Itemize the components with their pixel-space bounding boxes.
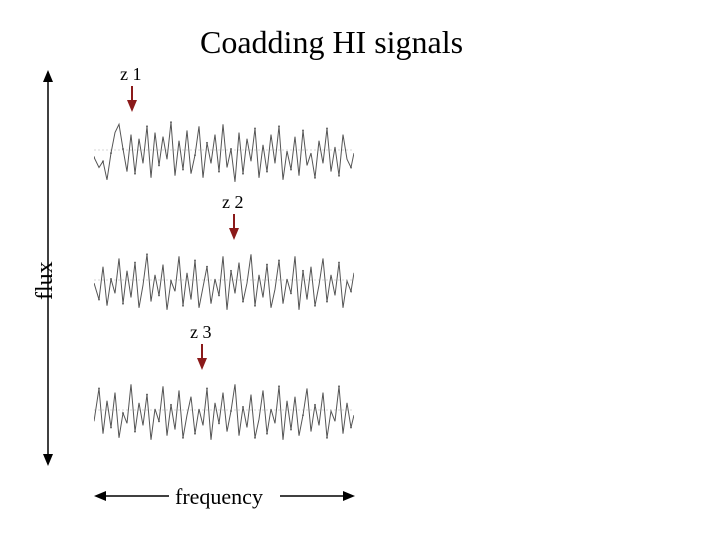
z2-label: z 2: [222, 192, 244, 213]
spectrum-z1: [94, 114, 354, 186]
spectrum-z3: [94, 374, 354, 446]
z1-arrow-icon: [126, 86, 138, 114]
z2-arrow-icon: [228, 214, 240, 242]
figure: Coadding HI signals flux frequency z 1: [0, 0, 720, 540]
x-axis-arrow-left: [94, 486, 169, 506]
figure-title: Coadding HI signals: [200, 24, 463, 61]
z1-label: z 1: [120, 64, 142, 85]
z3-arrow-icon: [196, 344, 208, 372]
y-axis-label: flux: [32, 261, 59, 300]
z3-label: z 3: [190, 322, 212, 343]
spectrum-z2: [94, 244, 354, 316]
x-axis-arrow-right: [280, 486, 355, 506]
x-axis-label: frequency: [175, 484, 263, 510]
